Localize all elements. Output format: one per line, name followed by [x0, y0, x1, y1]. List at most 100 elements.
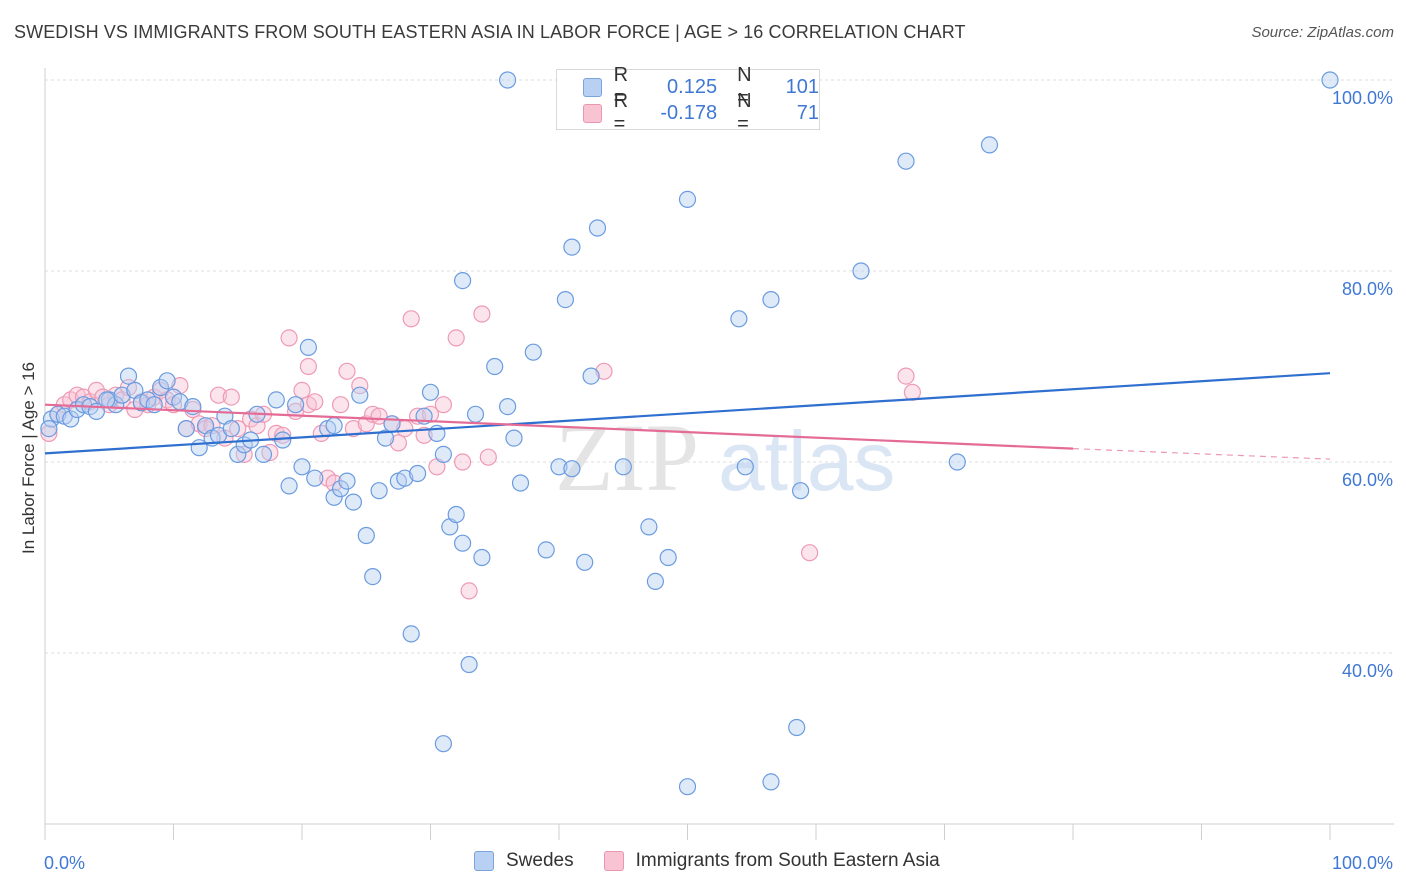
immigrants-point — [222, 388, 240, 406]
y-tick-label: 60.0% — [1342, 470, 1393, 490]
y-axis-label: In Labor Force | Age > 16 — [19, 362, 38, 554]
swedes-point — [338, 472, 356, 490]
swedes-point — [1321, 71, 1339, 89]
y-tick-label: 80.0% — [1342, 279, 1393, 299]
swedes-point — [505, 429, 523, 447]
swedes-point — [396, 469, 414, 487]
source-label: Source: ZipAtlas.com — [1251, 24, 1394, 41]
y-tick-label: 40.0% — [1342, 661, 1393, 681]
swedes-point — [376, 429, 395, 447]
immigrants-point — [299, 357, 317, 376]
watermark: ZIP atlas — [555, 404, 895, 511]
r-label: R = — [613, 90, 629, 135]
immigrants-point — [421, 405, 440, 423]
chart-title: SWEDISH VS IMMIGRANTS FROM SOUTH EASTERN… — [14, 22, 966, 42]
swedes-point — [537, 541, 555, 559]
swedes-point — [659, 548, 677, 567]
x-tick-label: 0.0% — [44, 853, 85, 873]
immigrants-point — [40, 424, 58, 442]
swedes-trend-line — [44, 372, 1331, 455]
immigrants-point — [357, 415, 375, 433]
immigrants-point — [351, 377, 369, 395]
swedes-point — [563, 460, 581, 478]
swedes-point — [511, 474, 530, 492]
immigrants-point — [415, 426, 433, 444]
grid-lines — [45, 79, 1394, 654]
immigrants-point — [800, 544, 819, 562]
legend-item-swedes[interactable]: Swedes — [474, 850, 574, 872]
swedes-point — [730, 310, 748, 328]
immigrants-point — [897, 367, 915, 385]
y-tick-label: 100.0% — [1332, 88, 1393, 108]
immigrants-point — [332, 396, 350, 414]
swedes-point — [678, 778, 697, 796]
swedes-point — [222, 420, 240, 438]
immigrants-point — [434, 396, 452, 414]
stats-row-swedes: R = 0.125 N = 101 — [583, 64, 819, 109]
swedes-point — [62, 410, 80, 428]
swedes-point — [409, 464, 427, 483]
swedes-point — [325, 488, 343, 506]
swedes-point — [791, 482, 810, 500]
legend-label-swedes: Swedes — [506, 850, 574, 871]
swedes-point — [158, 372, 176, 390]
swedes-point — [556, 291, 575, 309]
swedes-point — [576, 553, 594, 571]
swedes-point — [364, 567, 382, 586]
immigrants-swatch — [583, 103, 602, 123]
swedes-point — [421, 383, 440, 401]
swedes-point — [306, 469, 324, 487]
swedes-point — [98, 391, 116, 409]
swedes-point — [454, 534, 472, 552]
swedes-point — [473, 548, 491, 567]
watermark-atlas: atlas — [718, 414, 895, 508]
immigrants-point — [454, 453, 472, 471]
legend-label-immigrants: Immigrants from South Eastern Asia — [635, 850, 940, 871]
immigrants-point — [235, 445, 253, 463]
immigrants-point — [280, 329, 298, 347]
swedes-point — [466, 405, 485, 423]
swedes-point — [152, 378, 170, 397]
n-label: N = — [737, 64, 752, 109]
swedes-point — [582, 367, 600, 385]
swedes-point — [287, 396, 305, 414]
swedes-point — [646, 572, 665, 591]
swedes-point — [499, 71, 517, 89]
r-value-swedes: 0.125 — [667, 75, 718, 98]
swedes-point — [267, 391, 285, 409]
swedes-point — [177, 420, 195, 438]
swedes-point — [563, 238, 581, 256]
axes — [44, 68, 1394, 840]
tick-labels: 40.0% 60.0% 80.0% 100.0% 0.0% 100.0% — [44, 88, 1393, 873]
swedes-point — [447, 505, 465, 524]
swedes-swatch — [583, 77, 602, 97]
trend-lines — [44, 372, 1331, 460]
swedes-point — [357, 526, 375, 545]
legend-item-immigrants[interactable]: Immigrants from South Eastern Asia — [603, 850, 940, 872]
immigrants-point — [203, 417, 221, 435]
stats-legend: R = 0.125 N = 101 R = -0.178 N = 71 — [556, 64, 820, 135]
immigrants-point — [473, 305, 491, 323]
swedes-point — [897, 152, 915, 170]
swedes-point — [640, 518, 658, 536]
immigrants-point — [261, 443, 279, 462]
immigrants-point — [229, 420, 247, 438]
swedes-point — [550, 458, 568, 476]
immigrants-point — [402, 310, 420, 328]
swedes-point — [402, 625, 420, 643]
swedes-point — [678, 190, 697, 208]
immigrants-trend-line-extension — [1072, 448, 1331, 460]
r-label: R = — [613, 64, 629, 109]
swedes-point — [370, 482, 388, 500]
immigrants-point — [479, 448, 497, 466]
immigrants-swatch — [603, 851, 624, 871]
swedes-point — [280, 477, 298, 495]
stats-row-immigrants: R = -0.178 N = 71 — [583, 90, 819, 135]
swedes-point — [351, 386, 369, 404]
immigrants-point — [293, 381, 311, 399]
swedes-point — [434, 445, 452, 463]
immigrants-point — [389, 434, 407, 452]
swedes-point — [325, 417, 343, 435]
swedes-point — [788, 718, 806, 737]
swedes-point — [113, 386, 131, 404]
